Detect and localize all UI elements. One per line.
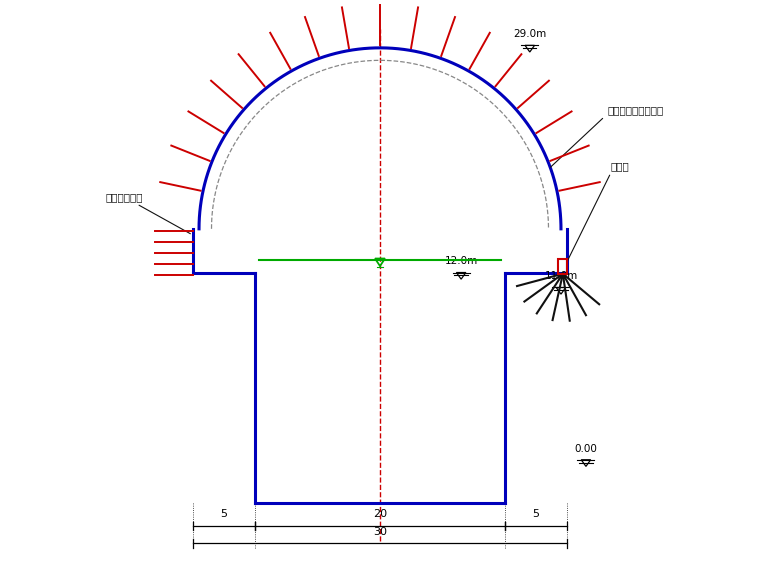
- Bar: [559, 259, 567, 274]
- Text: 12.0m: 12.0m: [445, 256, 478, 266]
- Text: 0.00: 0.00: [575, 443, 597, 454]
- Text: 5: 5: [533, 509, 540, 519]
- Text: 边墙锁噴支护: 边墙锁噴支护: [106, 193, 143, 202]
- Text: 拱部鈢筋混凝土衭砂: 拱部鈢筋混凝土衭砂: [607, 105, 663, 115]
- Text: 29.0m: 29.0m: [513, 29, 546, 39]
- Text: 5: 5: [220, 509, 227, 519]
- Text: 11.0m: 11.0m: [544, 271, 578, 281]
- Text: 30: 30: [373, 527, 387, 536]
- Text: 吸车梁: 吸车梁: [611, 161, 629, 172]
- Text: 20: 20: [373, 509, 387, 519]
